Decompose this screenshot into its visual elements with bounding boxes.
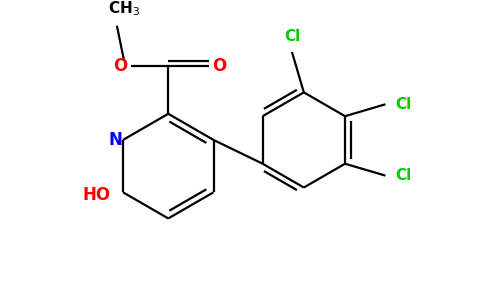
Text: Cl: Cl <box>284 29 300 44</box>
Text: N: N <box>109 131 123 149</box>
Text: O: O <box>114 57 128 75</box>
Text: Cl: Cl <box>395 168 412 183</box>
Text: O: O <box>212 57 227 75</box>
Text: Cl: Cl <box>395 97 412 112</box>
Text: CH$_3$: CH$_3$ <box>108 0 140 19</box>
Text: HO: HO <box>83 186 111 204</box>
